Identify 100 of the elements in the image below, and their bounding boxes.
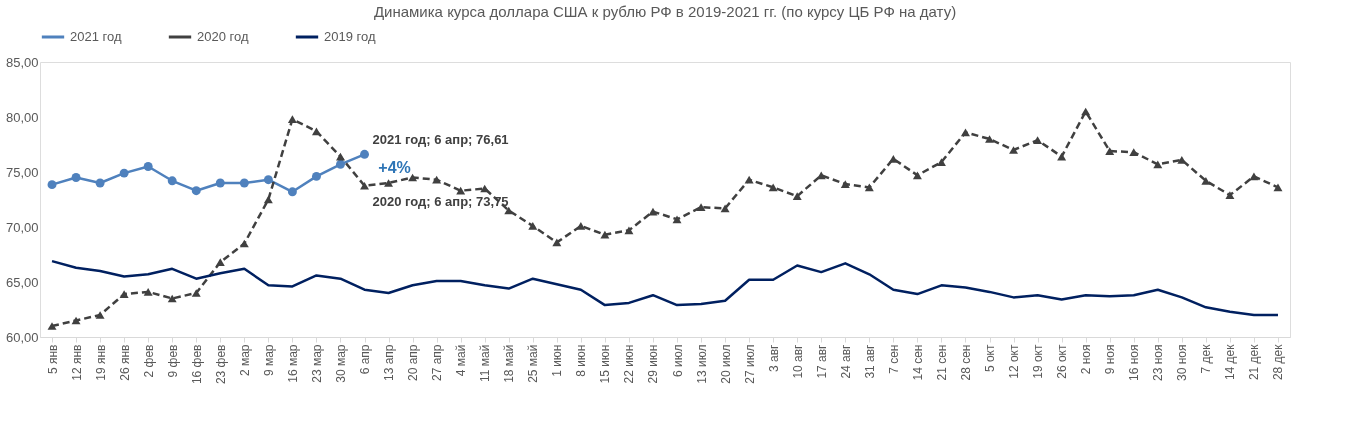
point	[119, 290, 129, 298]
x-tick-label: 6 апр	[358, 344, 373, 375]
point	[1153, 160, 1163, 169]
point	[47, 322, 57, 330]
x-tick-label: 3 авг	[766, 343, 781, 372]
point	[1129, 148, 1139, 157]
x-tick-label: 5 окт	[983, 344, 998, 373]
annotation: +4%	[378, 159, 411, 177]
point	[215, 258, 225, 267]
x-tick-label: 14 сен	[910, 344, 925, 381]
point	[888, 154, 898, 163]
x-tick-label: 27 июл	[742, 344, 757, 384]
x-tick-label: 2 мар	[237, 344, 252, 377]
point	[287, 115, 297, 124]
x-tick-label: 28 дек	[1271, 343, 1286, 381]
point	[1225, 191, 1235, 199]
point	[744, 175, 754, 184]
point	[47, 180, 57, 190]
point	[985, 135, 994, 143]
point	[336, 159, 345, 169]
x-tick-label: 5 янв	[45, 344, 60, 375]
y-tick-label: 85,00	[5, 54, 39, 70]
point	[432, 175, 442, 184]
chart-title: Динамика курса доллара США к рублю РФ в 2019-2021 гг. (по курсу ЦБ РФ на дату)	[373, 3, 957, 20]
y-tick-label: 75,00	[5, 164, 39, 180]
x-tick-label: 20 июл	[718, 344, 733, 384]
point	[143, 162, 153, 171]
point	[792, 192, 802, 201]
x-tick-label: 9 мар	[261, 344, 276, 377]
y-tick-label: 60,00	[5, 329, 39, 345]
point	[1105, 147, 1115, 155]
x-tick-label: 23 фев	[213, 344, 228, 385]
x-tick-label: 1 июн	[550, 344, 565, 377]
point	[239, 239, 249, 248]
point	[215, 178, 225, 188]
point	[95, 311, 105, 319]
x-tick-label: 20 апр	[406, 344, 421, 382]
point	[456, 186, 466, 195]
point	[672, 215, 682, 224]
annotation: 2020 год; 6 апр; 73,75	[372, 193, 509, 209]
x-tick-label: 31 авг	[862, 343, 877, 379]
point	[95, 178, 105, 188]
x-tick-label: 23 ноя	[1151, 344, 1166, 381]
point	[768, 183, 778, 192]
point	[624, 226, 634, 235]
x-tick-label: 26 янв	[117, 344, 132, 381]
x-tick-label: 15 июн	[598, 344, 613, 384]
point	[191, 186, 201, 196]
point	[287, 187, 297, 197]
x-tick-label: 6 июл	[670, 344, 685, 377]
x-tick-label: 23 мар	[309, 344, 324, 383]
point	[263, 175, 273, 185]
x-tick-label: 18 май	[502, 344, 517, 383]
x-tick-label: 11 май	[478, 344, 493, 382]
y-tick-label: 65,00	[5, 274, 39, 290]
x-tick-label: 28 сен	[958, 344, 973, 381]
x-tick-label: 2 фев	[141, 344, 156, 378]
point	[696, 203, 706, 212]
point	[936, 158, 946, 166]
x-tick-label: 19 янв	[93, 344, 108, 381]
x-tick-label: 9 фев	[165, 344, 180, 378]
x-tick-label: 8 июн	[574, 344, 589, 377]
point	[504, 206, 514, 215]
point	[119, 168, 129, 178]
point	[143, 288, 153, 296]
line-series	[50, 259, 1280, 317]
point	[864, 183, 874, 192]
x-tick-label: 12 окт	[1007, 344, 1022, 379]
x-tick-label: 13 июл	[694, 344, 709, 384]
x-tick-label: 2 ноя	[1079, 344, 1094, 375]
x-tick-label: 9 ноя	[1103, 344, 1118, 375]
x-tick-label: 30 мар	[333, 344, 348, 383]
x-tick-label: 14 дек	[1223, 343, 1238, 381]
x-tick-label: 30 ноя	[1175, 344, 1190, 381]
legend-label: 2020 год	[197, 29, 249, 44]
point	[840, 180, 850, 188]
x-tick-label: 7 дек	[1199, 343, 1214, 374]
point	[552, 238, 562, 247]
x-tick-label: 16 мар	[285, 344, 300, 383]
point	[408, 173, 418, 182]
point	[360, 181, 369, 190]
point	[167, 176, 177, 186]
x-tick-label: 24 авг	[838, 343, 853, 379]
point	[576, 222, 586, 230]
point	[480, 184, 490, 193]
point	[1201, 176, 1211, 185]
point	[71, 173, 81, 182]
x-tick-label: 16 фев	[189, 344, 204, 385]
x-tick-label: 29 июн	[646, 344, 661, 384]
x-tick-label: 13 апр	[382, 344, 397, 382]
point	[239, 178, 249, 188]
point	[1273, 183, 1283, 192]
x-tick-label: 27 апр	[430, 344, 445, 382]
x-tick-label: 26 окт	[1055, 344, 1070, 379]
annotation: 2021 год; 6 апр; 76,61	[372, 132, 509, 148]
point	[1033, 136, 1043, 144]
point	[720, 204, 730, 213]
point	[961, 128, 970, 137]
x-tick-label: 22 июн	[622, 344, 637, 384]
point	[528, 222, 538, 230]
